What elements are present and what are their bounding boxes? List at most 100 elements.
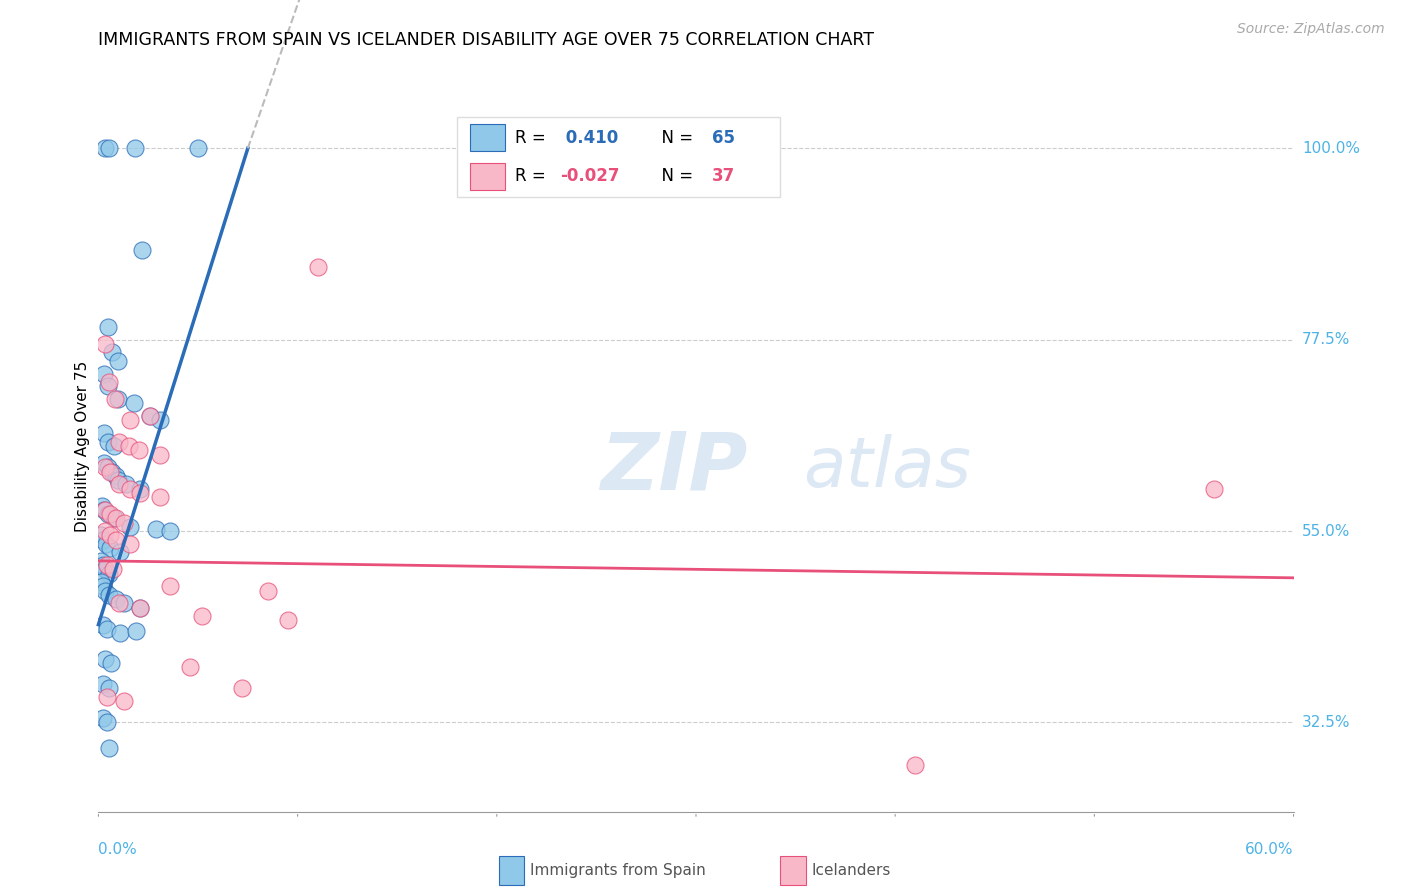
- Point: [94, 460, 117, 475]
- Point: [129, 485, 152, 500]
- Point: [98, 507, 122, 521]
- Point: [149, 413, 172, 427]
- Text: ZIP: ZIP: [600, 429, 748, 507]
- Point: [100, 656, 122, 670]
- Point: [191, 609, 214, 624]
- Point: [904, 758, 927, 772]
- Point: [112, 516, 135, 530]
- Point: [93, 617, 115, 632]
- Point: [277, 613, 299, 627]
- Point: [105, 468, 128, 483]
- Point: [97, 379, 120, 393]
- Point: [96, 558, 118, 572]
- Point: [129, 600, 152, 615]
- Point: [110, 626, 132, 640]
- Point: [124, 396, 146, 410]
- Point: [90, 554, 112, 568]
- Point: [307, 260, 329, 275]
- Point: [128, 443, 150, 458]
- Point: [149, 490, 172, 504]
- Point: [139, 409, 162, 424]
- Point: [93, 533, 115, 547]
- Point: [94, 524, 117, 538]
- Point: [93, 367, 115, 381]
- Point: [103, 562, 125, 576]
- Text: 77.5%: 77.5%: [1302, 332, 1350, 347]
- Point: [98, 681, 121, 696]
- Text: IMMIGRANTS FROM SPAIN VS ICELANDER DISABILITY AGE OVER 75 CORRELATION CHART: IMMIGRANTS FROM SPAIN VS ICELANDER DISAB…: [98, 31, 875, 49]
- Point: [120, 520, 142, 534]
- Text: 100.0%: 100.0%: [1302, 141, 1360, 156]
- Point: [129, 600, 152, 615]
- Point: [93, 426, 115, 441]
- Point: [107, 354, 129, 368]
- Text: Icelanders: Icelanders: [811, 863, 890, 878]
- Point: [98, 541, 122, 555]
- Point: [94, 141, 117, 155]
- Point: [98, 566, 121, 581]
- Point: [107, 392, 129, 407]
- Point: [115, 477, 138, 491]
- Text: 60.0%: 60.0%: [1246, 842, 1294, 857]
- Point: [149, 448, 172, 462]
- Text: 55.0%: 55.0%: [1302, 524, 1350, 539]
- Point: [159, 524, 181, 538]
- Point: [98, 141, 121, 155]
- Point: [159, 579, 181, 593]
- Point: [90, 528, 112, 542]
- Point: [96, 537, 118, 551]
- Point: [103, 511, 125, 525]
- Point: [112, 694, 135, 708]
- Point: [97, 320, 120, 334]
- Point: [103, 439, 125, 453]
- Point: [108, 434, 131, 449]
- Point: [93, 711, 115, 725]
- Point: [120, 482, 142, 496]
- Point: [107, 473, 129, 487]
- Point: [98, 528, 122, 542]
- Point: [105, 592, 128, 607]
- Point: [94, 583, 117, 598]
- Point: [98, 375, 121, 389]
- Point: [93, 579, 115, 593]
- Point: [105, 511, 128, 525]
- Point: [108, 596, 131, 610]
- Point: [96, 622, 118, 636]
- Point: [98, 740, 121, 755]
- Point: [105, 533, 128, 547]
- Point: [108, 477, 131, 491]
- Point: [129, 482, 152, 496]
- Point: [139, 409, 162, 424]
- Text: Immigrants from Spain: Immigrants from Spain: [530, 863, 706, 878]
- Point: [131, 244, 153, 258]
- Point: [90, 575, 112, 590]
- Point: [179, 660, 201, 674]
- Y-axis label: Disability Age Over 75: Disability Age Over 75: [75, 360, 90, 532]
- Point: [187, 141, 209, 155]
- Point: [96, 690, 118, 704]
- Point: [1202, 482, 1225, 496]
- Point: [96, 715, 118, 730]
- Point: [101, 465, 124, 479]
- Point: [94, 337, 117, 351]
- Point: [118, 439, 141, 453]
- Point: [120, 413, 142, 427]
- Point: [104, 392, 127, 407]
- Point: [101, 345, 124, 359]
- Point: [98, 588, 121, 602]
- Point: [98, 465, 122, 479]
- Text: Source: ZipAtlas.com: Source: ZipAtlas.com: [1237, 22, 1385, 37]
- Point: [145, 522, 167, 536]
- Text: 0.0%: 0.0%: [98, 842, 138, 857]
- Point: [125, 624, 148, 639]
- Point: [94, 503, 117, 517]
- Point: [94, 651, 117, 665]
- Point: [110, 545, 132, 559]
- Point: [94, 562, 117, 576]
- Text: atlas: atlas: [804, 434, 972, 501]
- Point: [97, 507, 120, 521]
- Text: 32.5%: 32.5%: [1302, 714, 1350, 730]
- Point: [93, 558, 115, 572]
- Point: [91, 499, 114, 513]
- Point: [93, 503, 115, 517]
